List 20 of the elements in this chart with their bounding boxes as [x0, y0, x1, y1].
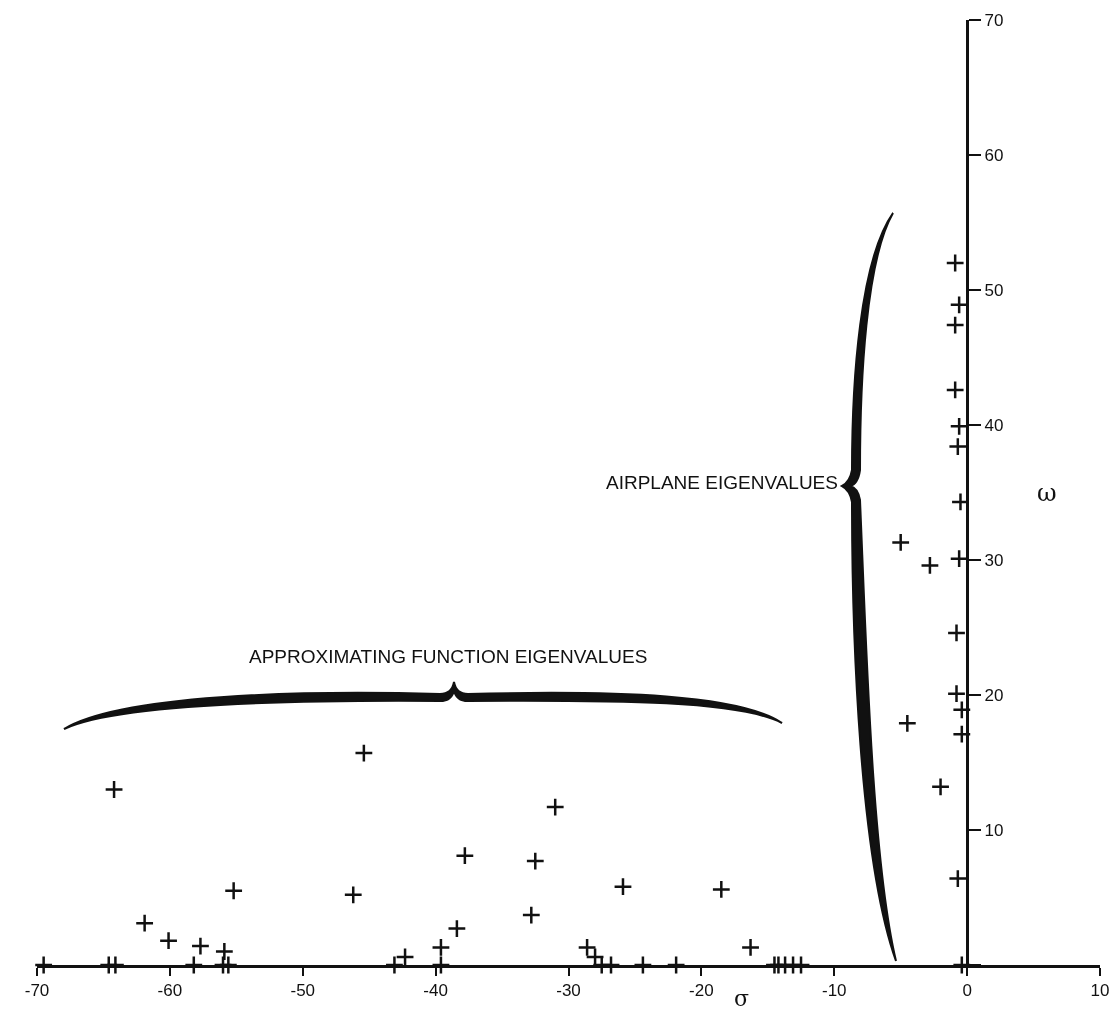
x-tick-label: 0 — [962, 981, 972, 1001]
x-tick-label: -30 — [556, 981, 581, 1001]
x-tick-label: -50 — [290, 981, 316, 1001]
x-tick-label: -60 — [157, 981, 183, 1001]
y-tick-label: 40 — [984, 415, 1004, 435]
annotation: APPROXIMATING FUNCTION EIGENVALUES — [249, 646, 648, 667]
y-axis-title: ω — [1037, 479, 1057, 507]
x-tick-label: 10 — [1090, 981, 1110, 1001]
x-axis-title: σ — [734, 986, 750, 1011]
y-tick-label: 50 — [984, 280, 1004, 300]
x-tick-label: -20 — [689, 981, 714, 1001]
y-tick-label: 60 — [984, 145, 1004, 165]
x-tick-label: -40 — [423, 981, 448, 1001]
y-tick-label: 10 — [984, 820, 1004, 840]
y-tick-label: 20 — [984, 685, 1004, 705]
x-tick-label: -70 — [24, 981, 50, 1001]
y-tick-label: 30 — [984, 550, 1004, 570]
annotation: AIRPLANE EIGENVALUES — [606, 472, 838, 493]
y-tick-label: 70 — [984, 10, 1004, 30]
x-tick-label: -10 — [821, 981, 847, 1001]
